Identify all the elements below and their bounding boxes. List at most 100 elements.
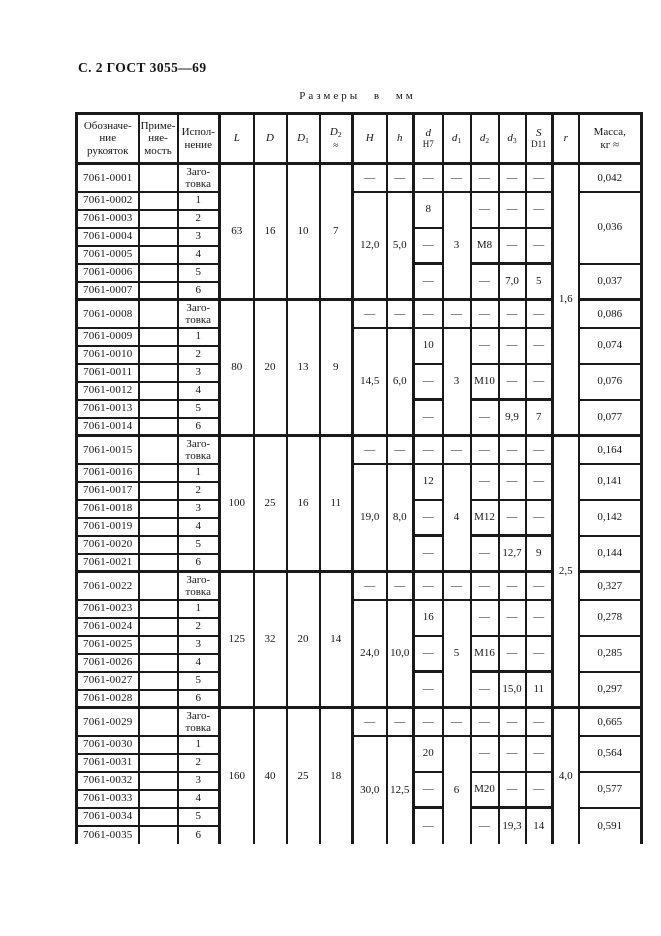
table-row: 7061-0030 1 30,0 12,5 20 6— — —0,564: [75, 734, 643, 844]
col-header-d2: d2: [469, 112, 500, 165]
designation-cell: 7061-0021: [75, 552, 140, 573]
dim-h-cell: 12,5: [385, 734, 415, 844]
dash-h-cell: —: [385, 434, 415, 465]
dim-d3-cell: —: [497, 226, 527, 265]
designation-cell: 7061-0027: [75, 670, 140, 691]
col-header-D2: D2 ≈: [318, 112, 354, 165]
dim-d-cell: 8: [412, 190, 444, 229]
designation-cell: 7061-0018: [75, 498, 140, 519]
applicability-cell: [137, 806, 179, 827]
mass-cell: 0,285: [577, 634, 643, 673]
version-cell: 1: [176, 462, 221, 483]
applicability-cell: [137, 824, 179, 844]
version-cell: 2: [176, 344, 221, 365]
applicability-cell: [137, 462, 179, 483]
applicability-cell: [137, 262, 179, 283]
applicability-cell: [137, 208, 179, 229]
dash-S-cell: —: [524, 162, 554, 193]
col-header-mass: Масса, кг ≈: [577, 112, 643, 165]
designation-cell: 7061-0015: [75, 434, 140, 465]
dim-S-cell: —: [524, 734, 554, 773]
dim-L-cell: 80: [218, 298, 255, 437]
designation-cell: 7061-0024: [75, 616, 140, 637]
version-cell: 1: [176, 190, 221, 211]
dim-H-cell: 24,0: [351, 598, 388, 709]
version-cell: 4: [176, 380, 221, 401]
designation-cell: 7061-0009: [75, 326, 140, 347]
designation-cell: 7061-0003: [75, 208, 140, 229]
designation-cell: 7061-0017: [75, 480, 140, 501]
dash-d3-cell: —: [497, 298, 527, 329]
dim-d-cell: —: [412, 806, 444, 844]
dim-D1-cell: 20: [285, 570, 321, 709]
dim-L-cell: 63: [218, 162, 255, 301]
applicability-cell: [137, 634, 179, 655]
dash-H-cell: —: [351, 706, 388, 737]
version-cell: 6: [176, 416, 221, 437]
dim-D2-cell: 18: [318, 706, 354, 844]
table-row: 7061-0008 Заго- товка 80 20 13 9— — — — — — —0,086: [75, 298, 643, 437]
dim-d-cell: —: [412, 498, 444, 537]
dim-S-cell: —: [524, 226, 554, 265]
version-cell: 2: [176, 752, 221, 773]
table-row: 7061-0003 2: [75, 208, 642, 229]
version-cell: 6: [176, 280, 221, 301]
version-cell: 5: [176, 670, 221, 691]
applicability-cell: [137, 670, 179, 691]
dash-d3-cell: —: [497, 162, 527, 193]
col-header-D: D: [252, 112, 288, 165]
dim-d3-cell: —: [497, 770, 527, 809]
designation-cell: 7061-0025: [75, 634, 140, 655]
dim-d-cell: —: [412, 770, 444, 809]
designation-cell: 7061-0001: [75, 162, 140, 193]
dim-d2-cell: —: [469, 326, 500, 365]
designation-cell: 7061-0008: [75, 298, 140, 329]
dim-S-cell: —: [524, 634, 554, 673]
designation-cell: 7061-0016: [75, 462, 140, 483]
version-cell: 5: [176, 806, 221, 827]
dim-d3-cell: 12,7: [497, 534, 527, 573]
dim-r-cell: 2,5: [551, 434, 580, 709]
dash-d2-cell: —: [469, 162, 500, 193]
mass-cell: 0,577: [577, 770, 643, 809]
dim-d-cell: 20: [412, 734, 444, 773]
dash-S-cell: —: [524, 434, 554, 465]
applicability-cell: [137, 752, 179, 773]
version-cell: 3: [176, 634, 221, 655]
designation-cell: 7061-0010: [75, 344, 140, 365]
table-header-row: Обозначе- ние рукояток Приме- няе- мость И…: [75, 112, 643, 165]
dim-D2-cell: 11: [318, 434, 354, 573]
version-cell: 5: [176, 534, 221, 555]
mass-cell: 0,086: [577, 298, 643, 329]
dash-d3-cell: —: [497, 570, 527, 601]
applicability-cell: [137, 534, 179, 555]
designation-cell: 7061-0007: [75, 280, 140, 301]
table-row: 7061-0017 2: [75, 480, 642, 501]
applicability-cell: [137, 706, 179, 737]
dash-d3-cell: —: [497, 434, 527, 465]
designation-cell: 7061-0014: [75, 416, 140, 437]
dim-D-cell: 16: [252, 162, 288, 301]
dash-d1-cell: —: [441, 434, 472, 465]
table-row: 7061-0015 Заго- товка 100 25 16 11— — — — — — —2,5 0…: [75, 434, 643, 709]
dash-h-cell: —: [385, 706, 415, 737]
col-header-d: d Н7: [412, 112, 444, 165]
dim-S-cell: —: [524, 770, 554, 809]
dim-d3-cell: —: [497, 734, 527, 773]
dim-d1-cell: 6: [441, 734, 472, 844]
dash-d2-cell: —: [469, 298, 500, 329]
table-row: 7061-0035 6: [75, 824, 642, 844]
dim-D1-cell: 10: [285, 162, 321, 301]
dash-d1-cell: —: [441, 570, 472, 601]
dim-D1-cell: 13: [285, 298, 321, 437]
dash-h-cell: —: [385, 570, 415, 601]
dim-d2-cell: —: [469, 462, 500, 501]
dim-d3-cell: —: [497, 634, 527, 673]
dim-r-cell: 4,0: [551, 706, 580, 844]
version-cell: 3: [176, 362, 221, 383]
table-row: 7061-0007 6: [75, 280, 642, 301]
dash-S-cell: —: [524, 706, 554, 737]
dim-h-cell: 5,0: [385, 190, 415, 301]
designation-cell: 7061-0032: [75, 770, 140, 791]
